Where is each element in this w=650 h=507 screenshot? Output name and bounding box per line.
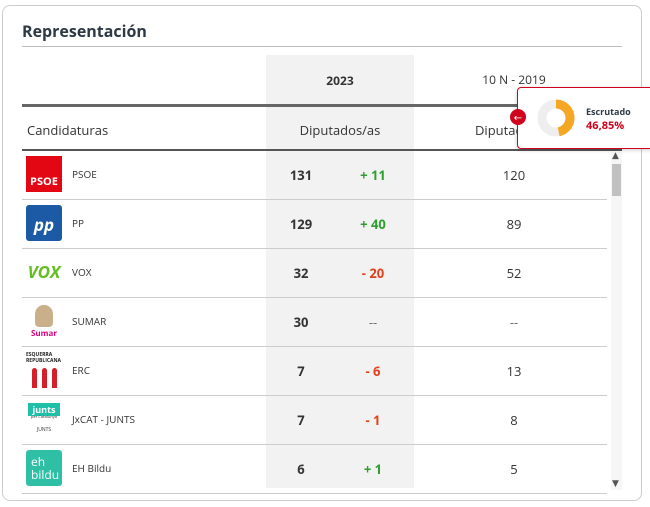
seats-prev: 120 <box>502 166 526 184</box>
party-logo: eh bildu <box>26 450 62 486</box>
year-current: 2023 <box>326 72 354 89</box>
seats-prev: 13 <box>506 362 522 380</box>
logo-stripe <box>42 368 47 388</box>
party-logo: VOX <box>26 254 62 290</box>
seats: 6 <box>297 460 305 478</box>
logo-text: JUNTS <box>36 427 52 433</box>
party-logo: pp <box>26 205 62 241</box>
seats-prev: 8 <box>510 411 518 429</box>
party-name: JxCAT - JUNTS <box>72 412 135 426</box>
title: Representación <box>22 20 147 42</box>
year-previous: 10 N - 2019 <box>482 71 546 88</box>
change: - 20 <box>361 264 385 282</box>
party-name: PP <box>72 216 85 230</box>
popup-close[interactable]: ← <box>510 109 526 125</box>
party-name: ERC <box>72 363 91 377</box>
seats: 129 <box>289 215 313 233</box>
seats-prev: -- <box>509 313 519 331</box>
row-rule <box>22 297 607 298</box>
donut-arc <box>537 99 575 137</box>
party-logo: junts per Catalunya JUNTS <box>26 401 62 437</box>
party-logo: ESQUERRA REPUBLICANA <box>26 352 62 388</box>
change: + 40 <box>360 215 386 233</box>
seats-prev: 52 <box>506 264 522 282</box>
row-rule <box>22 248 607 249</box>
scroll-up[interactable]: ▲ <box>612 148 619 161</box>
seats-prev: 5 <box>510 460 518 478</box>
popup: Escrutado 46,85% <box>517 87 650 149</box>
change: + 11 <box>360 166 386 184</box>
col-party: Candidaturas <box>27 121 109 139</box>
seats-prev: 89 <box>506 215 522 233</box>
row-rule <box>22 199 607 200</box>
seats: 32 <box>293 264 309 282</box>
popup-label: Escrutado <box>586 105 631 118</box>
row-rule <box>22 346 607 347</box>
seats: 7 <box>297 411 305 429</box>
logo-text: pp <box>33 213 55 236</box>
party-logo: PSOE <box>26 156 62 192</box>
party-name: PSOE <box>72 167 97 181</box>
logo-text: VOX <box>27 260 61 283</box>
header-bottom-rule <box>22 149 622 151</box>
header-rule <box>22 104 622 107</box>
party-name: VOX <box>72 265 92 279</box>
current-column-bg <box>266 55 414 488</box>
row-rule <box>22 493 607 494</box>
row-rule <box>22 444 607 445</box>
row-rule <box>22 395 607 396</box>
logo-text: PSOE <box>30 174 58 189</box>
change: + 1 <box>363 460 383 478</box>
col-seats-prev: Diputad <box>475 121 524 139</box>
scrollbar[interactable]: ▲ ▼ <box>611 148 622 490</box>
change: - 1 <box>365 411 381 429</box>
party-logo: Sumar <box>26 303 62 339</box>
logo-text: eh <box>31 453 46 470</box>
scroll-down[interactable]: ▼ <box>612 476 619 489</box>
popup-value: 46,85% <box>586 118 625 133</box>
seats: 131 <box>289 166 313 184</box>
logo-text: ESQUERRA <box>26 352 53 358</box>
seats: 30 <box>293 313 309 331</box>
change: -- <box>368 313 378 331</box>
card <box>2 5 642 501</box>
logo-portrait <box>35 305 53 327</box>
party-name: EH Bildu <box>72 461 112 475</box>
title-rule <box>22 46 622 47</box>
logo-text: per Catalunya <box>31 415 57 420</box>
logo-text: junts <box>28 403 60 416</box>
logo-stripe <box>32 368 37 388</box>
change: - 6 <box>365 362 381 380</box>
logo-text: REPUBLICANA <box>26 358 62 364</box>
donut <box>537 99 575 137</box>
logo-stripe <box>52 368 57 388</box>
seats: 7 <box>297 362 305 380</box>
scroll-thumb[interactable] <box>612 164 621 196</box>
col-seats: Diputados/as <box>299 121 381 139</box>
party-name: SUMAR <box>72 314 107 328</box>
logo-text: Sumar <box>31 328 57 339</box>
logo-text: bildu <box>31 466 60 483</box>
